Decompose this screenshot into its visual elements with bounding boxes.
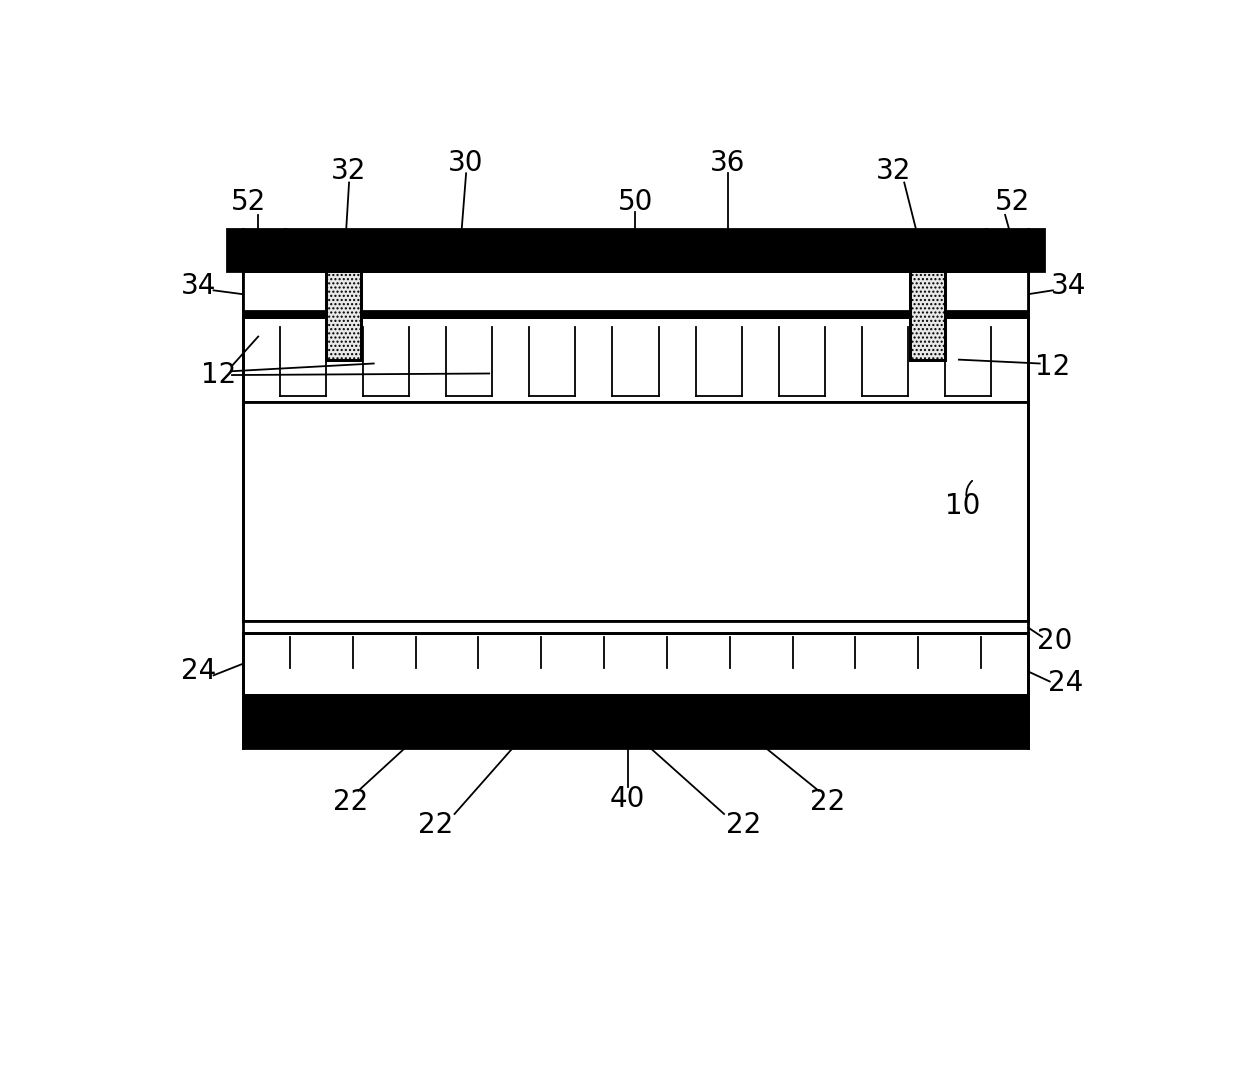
Text: 36: 36 [711, 149, 745, 177]
Text: 50: 50 [618, 188, 653, 215]
Bar [910, 271, 945, 359]
Bar [243, 317, 1028, 402]
Text: 22: 22 [811, 788, 846, 817]
Bar [243, 632, 1028, 695]
Bar [243, 271, 1028, 317]
Text: 52: 52 [232, 188, 267, 215]
Text: 34: 34 [181, 272, 216, 300]
Bar [243, 402, 1028, 622]
Text: 24: 24 [1048, 669, 1083, 697]
Bar [243, 695, 1028, 748]
Text: 34: 34 [1050, 272, 1086, 300]
Text: 12: 12 [1035, 354, 1070, 382]
Text: 32: 32 [331, 157, 367, 185]
Text: 52: 52 [996, 188, 1030, 215]
Bar [243, 311, 1028, 317]
Bar [243, 622, 1028, 632]
Text: 20: 20 [1038, 627, 1073, 655]
Text: 22: 22 [725, 812, 761, 839]
Bar [910, 271, 945, 359]
Text: 40: 40 [610, 785, 646, 813]
Text: 24: 24 [181, 657, 216, 685]
Bar [326, 271, 361, 359]
Bar [326, 271, 361, 359]
Text: 12: 12 [201, 361, 236, 389]
Text: 30: 30 [449, 149, 484, 177]
Bar [285, 228, 986, 271]
Bar [227, 228, 285, 271]
Text: 32: 32 [875, 157, 911, 185]
Text: 22: 22 [418, 812, 453, 839]
Text: 10: 10 [945, 492, 981, 520]
Text: 22: 22 [334, 788, 368, 817]
Bar [986, 228, 1044, 271]
